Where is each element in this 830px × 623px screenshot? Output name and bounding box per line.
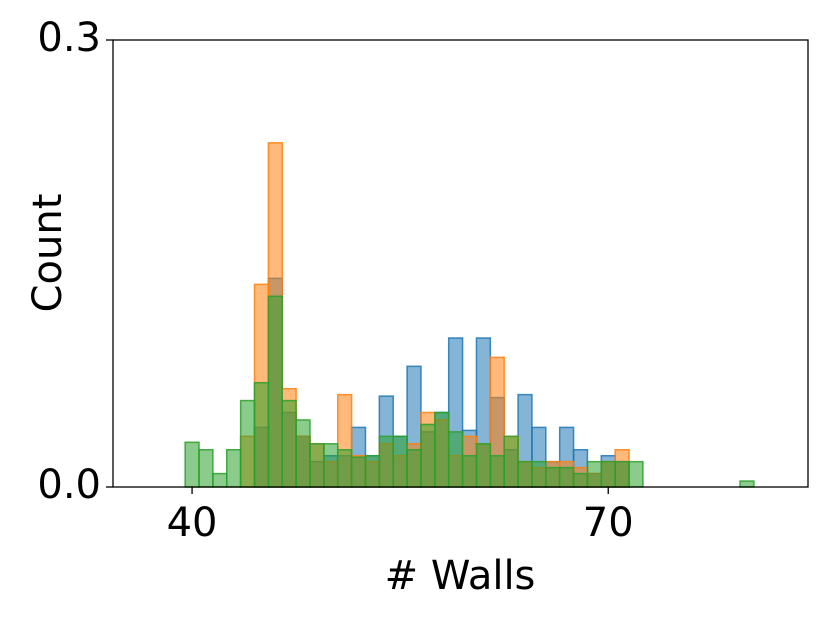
- y-axis-label: Count: [25, 194, 71, 313]
- histogram-bar: [336, 449, 353, 488]
- histogram-bar: [475, 443, 492, 488]
- histogram-bar: [378, 435, 394, 488]
- y-tick-label: 0.0: [37, 462, 101, 508]
- histogram-bar: [350, 456, 367, 488]
- histogram-bar: [558, 466, 575, 488]
- plot-frame: [112, 39, 809, 488]
- histogram-bar: [267, 295, 283, 488]
- histogram-bar: [198, 449, 214, 488]
- histogram-bar: [503, 435, 519, 488]
- histogram-bar: [323, 443, 339, 488]
- histogram-bar: [614, 460, 630, 488]
- histogram-bar: [434, 411, 450, 488]
- y-tick-label: 0.3: [37, 15, 101, 61]
- histogram-bar: [406, 449, 422, 488]
- histogram-bar: [226, 449, 242, 488]
- histogram-bar: [461, 454, 478, 488]
- histogram-bar: [447, 431, 464, 488]
- histogram-bar: [572, 472, 589, 488]
- histogram-bar: [600, 460, 616, 488]
- histogram-bar: [420, 423, 436, 488]
- histogram-bar: [295, 419, 311, 488]
- histogram-bar: [309, 443, 325, 488]
- x-axis-label: # Walls: [385, 553, 536, 599]
- histogram-bar: [739, 480, 755, 488]
- histogram-bar: [489, 454, 505, 488]
- histogram-bar: [517, 460, 533, 488]
- histogram-bar: [628, 460, 644, 488]
- histogram-bar: [212, 472, 228, 488]
- histogram-bar: [184, 441, 200, 488]
- x-tick-label: 40: [167, 500, 218, 546]
- histogram-bar: [253, 381, 270, 488]
- histogram-bar: [239, 399, 256, 488]
- x-tick-label: 70: [583, 500, 634, 546]
- histogram-bar: [281, 399, 297, 488]
- histogram-bar: [364, 454, 381, 488]
- histogram-bar: [586, 460, 603, 488]
- histogram-bar: [545, 466, 561, 488]
- histogram-bar: [392, 435, 408, 488]
- histogram-bar: [531, 460, 547, 488]
